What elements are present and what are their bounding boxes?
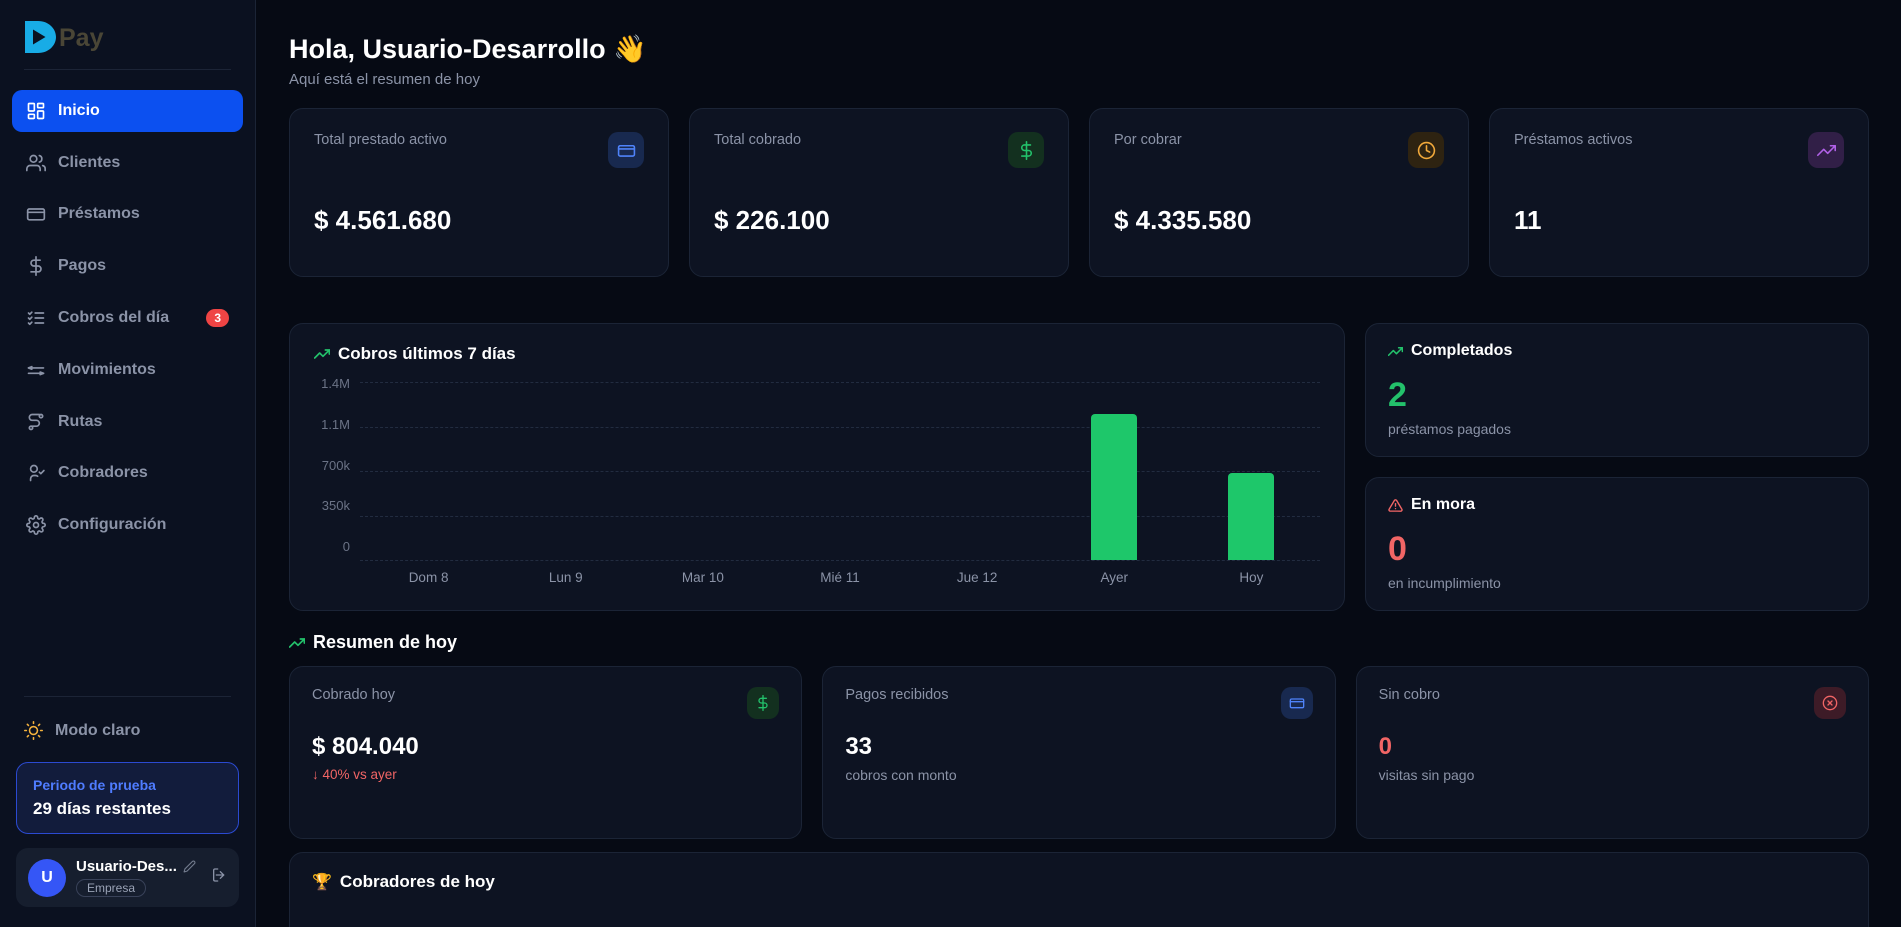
svg-text:Pay: Pay	[59, 24, 104, 52]
